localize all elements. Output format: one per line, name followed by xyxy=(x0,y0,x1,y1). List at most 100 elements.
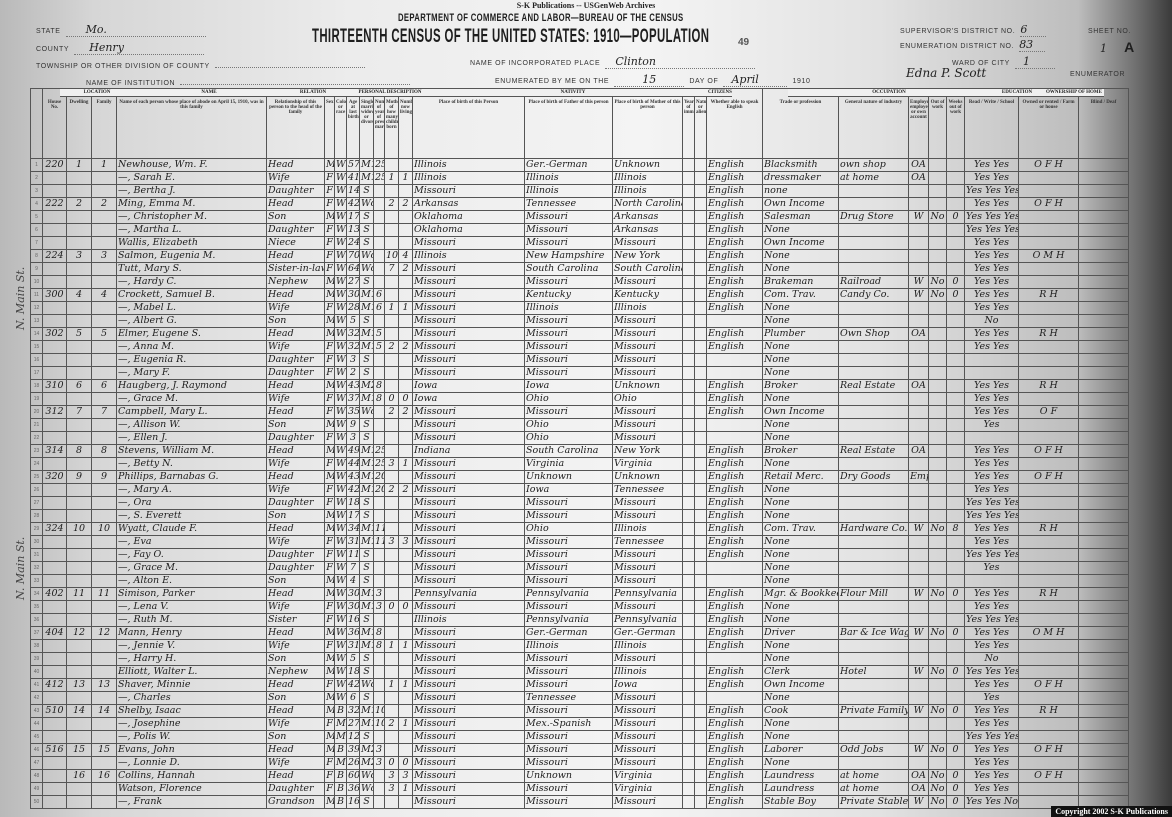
table-row: 22 —, Ellen J. Daughter F W 3 S Missouri Ohio Mis… xyxy=(30,431,1129,445)
employment-class-cell xyxy=(908,340,929,354)
blind-deaf-cell xyxy=(1078,392,1129,406)
house-number xyxy=(42,574,67,588)
children-born-cell xyxy=(384,314,399,328)
age-cell: 32 xyxy=(346,704,360,718)
house-number xyxy=(42,366,67,380)
employment-class-cell xyxy=(908,483,929,497)
out-of-work-cell xyxy=(928,353,947,367)
blind-deaf-cell xyxy=(1078,223,1129,237)
language-cell xyxy=(706,574,763,588)
trade-cell: Mgr. & Bookkeeper xyxy=(762,587,839,601)
age-cell: 26 xyxy=(346,756,360,770)
employment-class-cell xyxy=(908,496,929,510)
column-header: Owned or rented / Farm or house xyxy=(1018,88,1079,159)
naturalization-cell xyxy=(694,444,707,458)
column-header: Color or race xyxy=(334,88,347,159)
birthplace-cell: Missouri xyxy=(412,717,525,731)
marital-cell: M1 xyxy=(359,704,374,718)
trade-cell: Own Income xyxy=(762,405,839,419)
age-cell: 12 xyxy=(346,730,360,744)
copyright-notice: Copyright 2002 S-K Publications xyxy=(1051,806,1172,817)
mother-birthplace-cell: Illinois xyxy=(612,639,683,653)
years-married-cell xyxy=(373,262,385,276)
employment-class-cell xyxy=(908,600,929,614)
sex-cell: M xyxy=(324,444,335,458)
language-cell xyxy=(706,561,763,575)
out-of-work-cell xyxy=(928,249,947,263)
line-number: 45 xyxy=(30,730,43,744)
trade-cell: Broker xyxy=(762,379,839,393)
blind-deaf-cell xyxy=(1078,717,1129,731)
birthplace-cell: Missouri xyxy=(412,678,525,692)
immigration-year-cell xyxy=(682,730,695,744)
marital-cell: M1 xyxy=(359,340,374,354)
employment-class-cell: W xyxy=(908,743,929,757)
birthplace-cell: Missouri xyxy=(412,184,525,198)
house-number: 314 xyxy=(42,444,67,458)
age-cell: 31 xyxy=(346,639,360,653)
immigration-year-cell xyxy=(682,314,695,328)
weeks-out-cell xyxy=(946,340,965,354)
industry-cell xyxy=(838,678,909,692)
color-cell: W xyxy=(334,288,347,302)
weeks-out-cell xyxy=(946,353,965,367)
relation-cell: Son xyxy=(266,652,325,666)
language-cell: English xyxy=(706,405,763,419)
children-born-cell: 3 xyxy=(384,457,399,471)
birthplace-cell: Missouri xyxy=(412,496,525,510)
children-living-cell xyxy=(398,327,413,341)
home-ownership-cell: O F H xyxy=(1018,158,1079,172)
name-cell: —, Fay O. xyxy=(116,548,267,562)
trade-cell: None xyxy=(762,561,839,575)
table-row: 45—, Polis W.SonMMu12SMissouriMissouriMi… xyxy=(30,730,1129,744)
marital-cell: Wd xyxy=(359,405,374,419)
sex-cell: M xyxy=(324,574,335,588)
language-cell: English xyxy=(706,301,763,315)
immigration-year-cell xyxy=(682,249,695,263)
father-birthplace-cell: Missouri xyxy=(524,236,613,250)
table-row: 9 Tutt, Mary S.Sister-in-lawFW64Wd 72Misso… xyxy=(30,262,1129,276)
family-number xyxy=(91,548,117,562)
house-number xyxy=(42,600,67,614)
sex-cell: F xyxy=(324,301,335,315)
age-cell: 32 xyxy=(346,327,360,341)
immigration-year-cell xyxy=(682,691,695,705)
father-birthplace-cell: Missouri xyxy=(524,795,613,809)
birthplace-cell: Missouri xyxy=(412,626,525,640)
mother-birthplace-cell: Tennessee xyxy=(612,535,683,549)
line-number: 40 xyxy=(30,665,43,679)
house-number xyxy=(42,184,67,198)
color-cell: W xyxy=(334,535,347,549)
birthplace-cell: Missouri xyxy=(412,691,525,705)
naturalization-cell xyxy=(694,301,707,315)
trade-cell: None xyxy=(762,418,839,432)
employment-class-cell xyxy=(908,301,929,315)
house-number: 310 xyxy=(42,379,67,393)
line-number: 24 xyxy=(30,457,43,471)
line-number: 6 xyxy=(30,223,43,237)
weeks-out-cell xyxy=(946,158,965,172)
children-living-cell xyxy=(398,288,413,302)
years-married-cell xyxy=(373,418,385,432)
children-living-cell xyxy=(398,444,413,458)
house-number xyxy=(42,756,67,770)
immigration-year-cell xyxy=(682,457,695,471)
children-living-cell xyxy=(398,587,413,601)
line-number: 9 xyxy=(30,262,43,276)
relation-cell: Daughter xyxy=(266,223,325,237)
naturalization-cell xyxy=(694,600,707,614)
years-married-cell xyxy=(373,652,385,666)
institution-field: Name of institution xyxy=(86,70,411,89)
name-cell: —, Martha L. xyxy=(116,223,267,237)
out-of-work-cell xyxy=(928,613,947,627)
line-number: 39 xyxy=(30,652,43,666)
industry-cell xyxy=(838,223,909,237)
industry-cell: at home xyxy=(838,782,909,796)
father-birthplace-cell: Illinois xyxy=(524,184,613,198)
sex-cell: F xyxy=(324,392,335,406)
naturalization-cell xyxy=(694,756,707,770)
language-cell: English xyxy=(706,327,763,341)
father-birthplace-cell: Missouri xyxy=(524,548,613,562)
industry-cell: Flour Mill xyxy=(838,587,909,601)
naturalization-cell xyxy=(694,405,707,419)
